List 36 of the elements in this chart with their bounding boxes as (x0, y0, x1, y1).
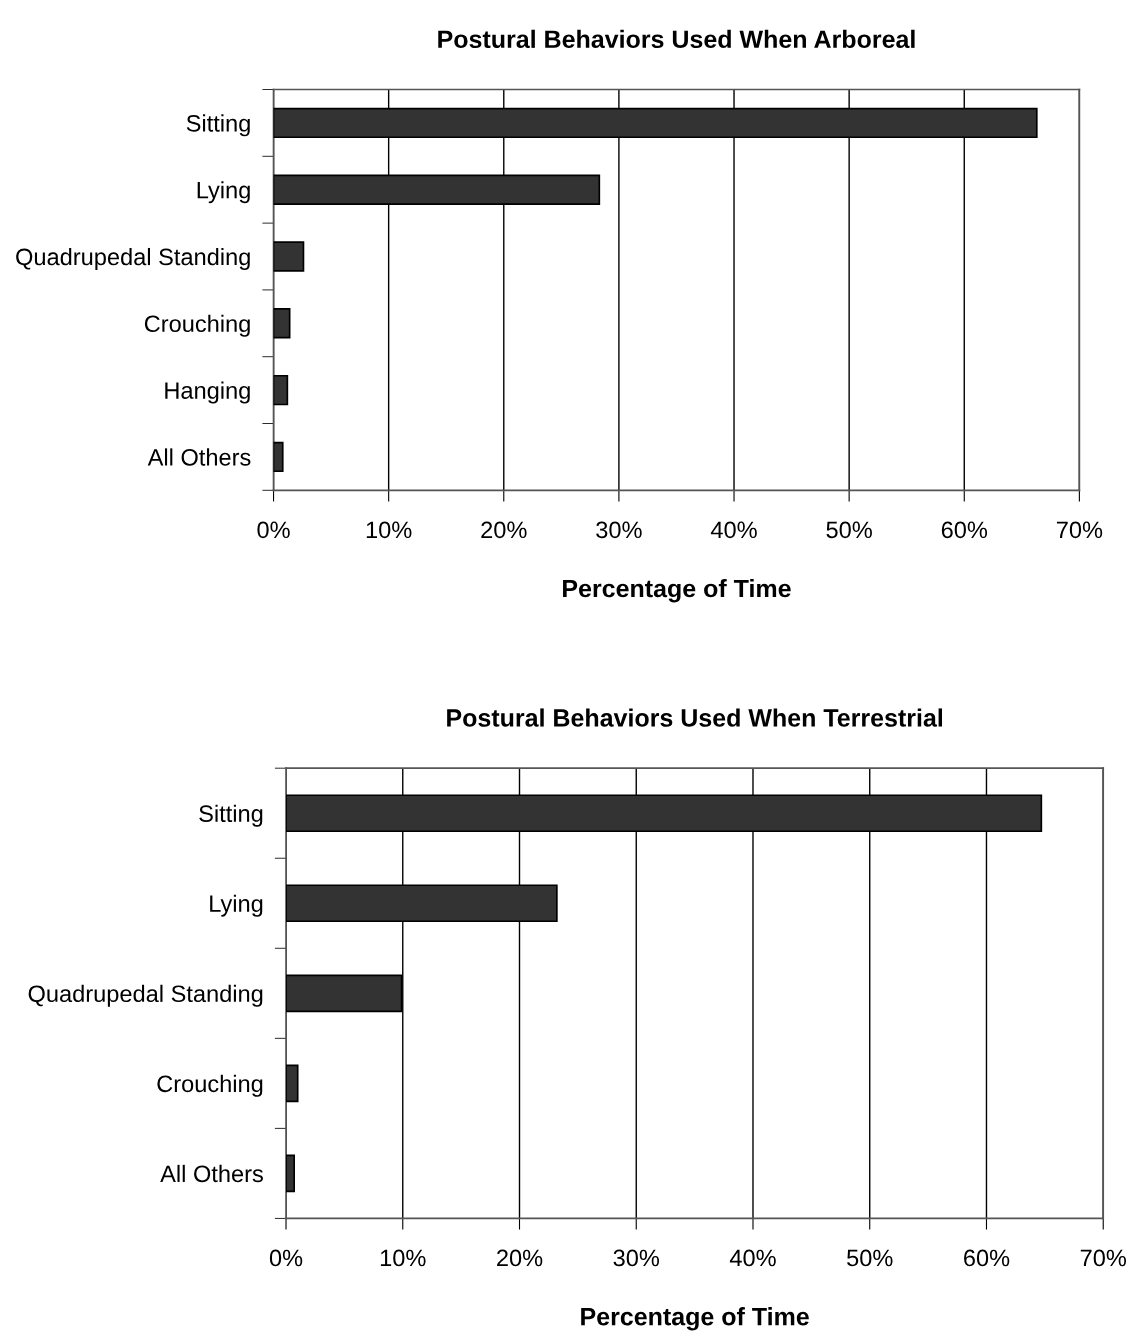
x-tick-label: 0% (257, 521, 290, 539)
x-tick-label: 60% (964, 1249, 1010, 1267)
bar (273, 441, 284, 473)
bar (273, 241, 305, 272)
x-tick-label: 10% (380, 1249, 426, 1267)
chart-title: Postural Behaviors Used When Arboreal (438, 29, 915, 49)
y-tick-label: All Others (160, 1164, 263, 1183)
x-tick-label: 40% (729, 1249, 776, 1267)
bar (273, 374, 289, 406)
x-tick-label: 70% (1080, 1249, 1127, 1267)
y-tick-label: Lying (197, 181, 250, 204)
x-tick-label: 10% (366, 521, 412, 539)
y-tick-label: Hanging (165, 381, 250, 404)
x-tick-label: 30% (596, 521, 642, 539)
x-tick-label: 40% (710, 521, 757, 539)
y-tick-label: Quadrupedal Standing (16, 247, 250, 270)
x-tick-label: 30% (613, 1249, 660, 1267)
x-tick-label: 0% (269, 1249, 303, 1267)
y-tick-label: Crouching (157, 1074, 263, 1097)
x-axis-title: Percentage of Time (581, 1307, 809, 1331)
y-tick-label: Quadrupedal Standing (28, 984, 263, 1007)
x-tick-label: 70% (1056, 521, 1103, 539)
x-axis-title: Percentage of Time (563, 578, 791, 603)
chart-title: Postural Behaviors Used When Terrestrial (447, 708, 943, 727)
x-tick-label: 50% (826, 521, 872, 539)
y-tick-label: Sitting (186, 114, 250, 137)
x-tick-label: 50% (847, 1249, 893, 1267)
x-tick-label: 20% (497, 1249, 543, 1267)
y-tick-label: Sitting (199, 804, 263, 827)
bar (286, 1064, 299, 1103)
y-tick-label: All Others (147, 448, 251, 466)
bar (273, 308, 291, 339)
x-tick-label: 60% (941, 521, 988, 539)
x-tick-label: 20% (481, 521, 527, 539)
y-tick-label: Lying (210, 894, 263, 917)
y-tick-label: Crouching (144, 314, 250, 337)
